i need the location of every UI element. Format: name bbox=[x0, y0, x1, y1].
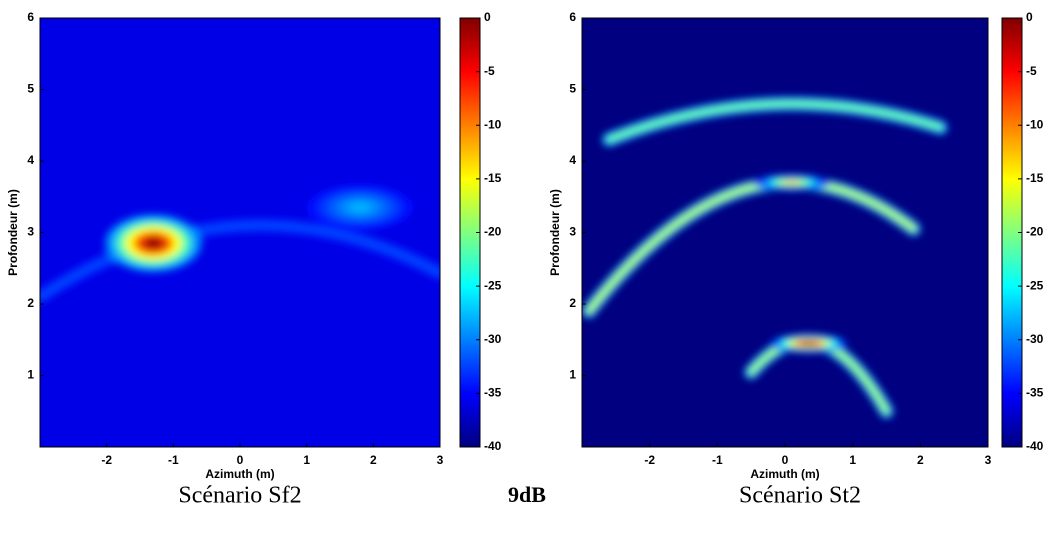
x-tick-label: -1 bbox=[712, 453, 723, 467]
caption: Scénario Sf2 bbox=[178, 483, 301, 509]
peak bbox=[800, 341, 817, 346]
y-tick-label: 6 bbox=[569, 10, 576, 24]
colorbar-tick-label: -5 bbox=[484, 64, 495, 78]
colorbar-tick-label: -25 bbox=[484, 278, 502, 292]
colorbar-tick-label: -25 bbox=[1026, 278, 1044, 292]
y-tick-label: 4 bbox=[569, 153, 576, 167]
colorbar-tick-label: 0 bbox=[1026, 10, 1033, 24]
x-tick-label: -1 bbox=[168, 453, 179, 467]
x-tick-label: 0 bbox=[237, 453, 244, 467]
heatmap-image bbox=[582, 96, 948, 419]
colorbar-tick-label: -20 bbox=[484, 225, 502, 239]
y-tick-label: 2 bbox=[27, 296, 34, 310]
x-tick-label: 2 bbox=[917, 453, 924, 467]
colorbar-tick-label: -30 bbox=[1026, 332, 1044, 346]
colorbar-tick-label: -20 bbox=[1026, 225, 1044, 239]
colorbar-tick-label: -5 bbox=[1026, 64, 1037, 78]
y-tick-label: 6 bbox=[27, 10, 34, 24]
x-tick-label: 1 bbox=[303, 453, 310, 467]
y-tick-label: 1 bbox=[27, 368, 34, 382]
colorbar-tick-label: -35 bbox=[484, 386, 502, 400]
colorbar-tick-label: -30 bbox=[484, 332, 502, 346]
colorbar-tick-label: -40 bbox=[1026, 439, 1044, 453]
x-tick-label: 2 bbox=[370, 453, 377, 467]
y-tick-label: 2 bbox=[569, 296, 576, 310]
y-tick-label: 5 bbox=[27, 82, 34, 96]
x-axis-label: Azimuth (m) bbox=[750, 467, 819, 481]
colorbar-tick-label: -10 bbox=[484, 117, 502, 131]
y-tick-label: 1 bbox=[569, 368, 576, 382]
colorbar-tick-label: -40 bbox=[484, 439, 502, 453]
peak bbox=[348, 202, 372, 213]
annotation: 9dB bbox=[508, 482, 546, 507]
heatmap-blur bbox=[40, 184, 440, 304]
colorbar-tick-label: -15 bbox=[484, 171, 502, 185]
y-tick-label: 3 bbox=[569, 225, 576, 239]
colorbar-tick-label: -10 bbox=[1026, 117, 1044, 131]
x-tick-label: -2 bbox=[644, 453, 655, 467]
colorbar-tick-label: -15 bbox=[1026, 171, 1044, 185]
heatmap-blur bbox=[582, 96, 948, 419]
x-tick-label: 0 bbox=[782, 453, 789, 467]
y-axis-label: Profondeur (m) bbox=[548, 189, 562, 276]
peak bbox=[142, 236, 164, 250]
caption: Scénario St2 bbox=[739, 483, 861, 509]
colorbar-tick-label: 0 bbox=[484, 10, 491, 24]
x-axis-label: Azimuth (m) bbox=[205, 467, 274, 481]
x-tick-label: -2 bbox=[101, 453, 112, 467]
arc bbox=[586, 180, 916, 314]
colorbar-tick-label: -35 bbox=[1026, 386, 1044, 400]
arc bbox=[607, 101, 943, 142]
arc bbox=[40, 223, 440, 299]
x-tick-label: 3 bbox=[985, 453, 992, 467]
y-tick-label: 5 bbox=[569, 82, 576, 96]
y-tick-label: 4 bbox=[27, 153, 34, 167]
heatmap-background bbox=[582, 18, 988, 447]
heatmap-image bbox=[40, 184, 440, 304]
y-tick-label: 3 bbox=[27, 225, 34, 239]
peak bbox=[783, 180, 801, 185]
x-tick-label: 3 bbox=[437, 453, 444, 467]
y-axis-label: Profondeur (m) bbox=[6, 189, 20, 276]
x-tick-label: 1 bbox=[849, 453, 856, 467]
